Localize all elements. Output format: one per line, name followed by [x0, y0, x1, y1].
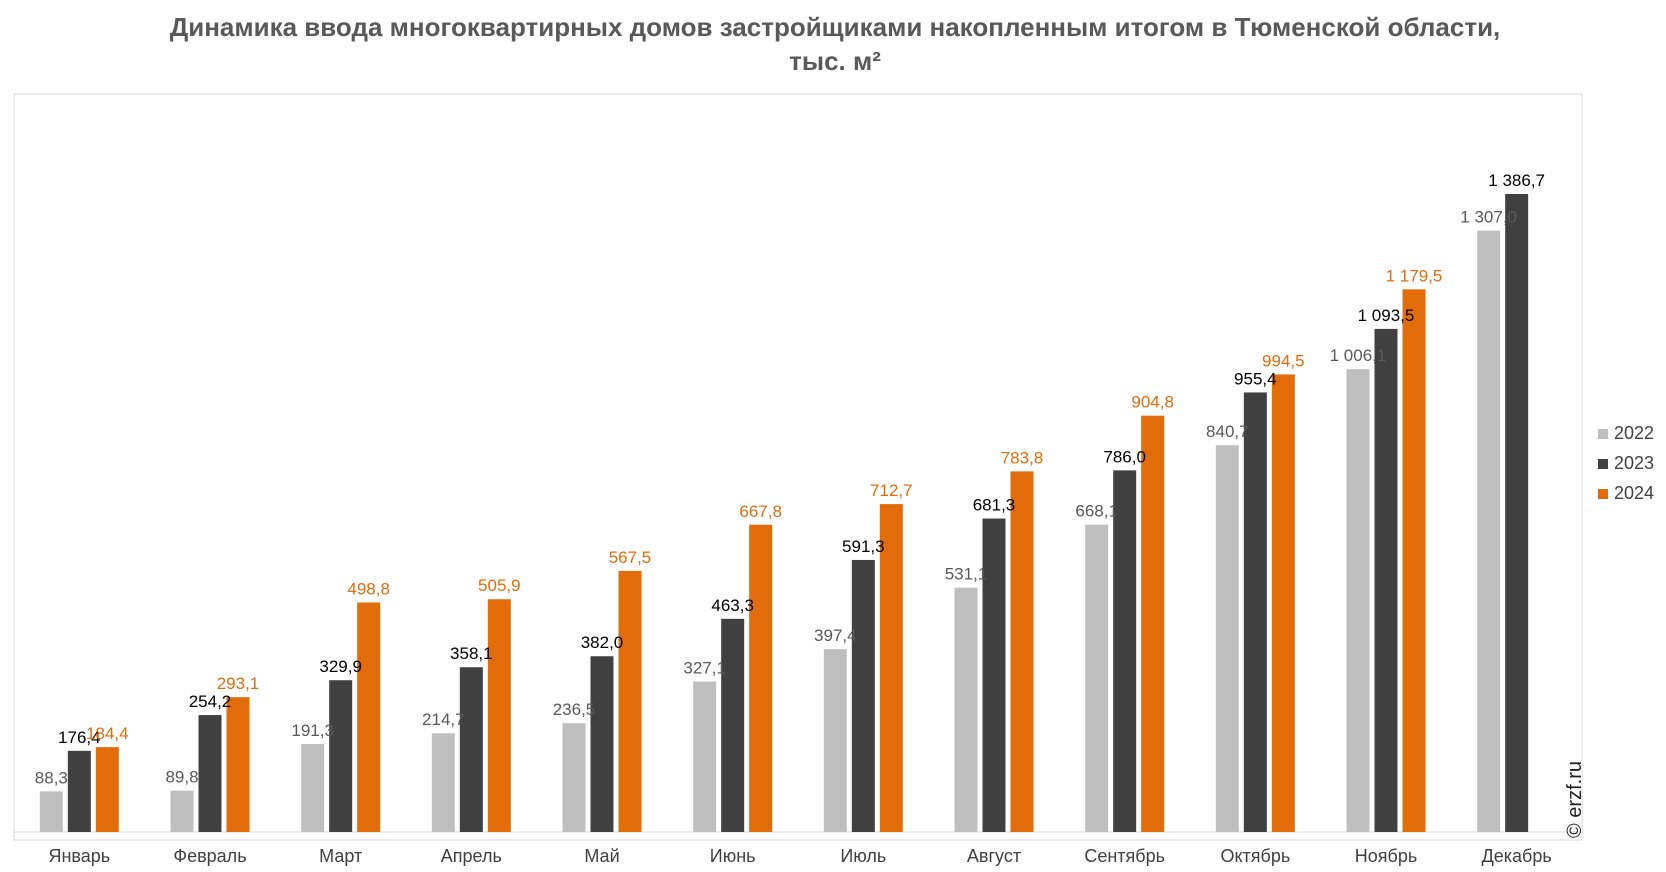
bar [170, 790, 194, 832]
data-label: 1 006,1 [1330, 346, 1387, 365]
data-label: 591,3 [842, 537, 885, 556]
data-label: 89,8 [165, 768, 198, 787]
bar [198, 715, 222, 832]
data-label: 505,9 [478, 576, 521, 595]
data-label: 191,3 [291, 721, 334, 740]
plot-area-border [13, 93, 1583, 841]
x-tick-label: Октябрь [1220, 846, 1290, 866]
data-label: 840,7 [1206, 422, 1249, 441]
bar [1010, 471, 1034, 832]
bar [721, 618, 745, 832]
data-label: 236,5 [553, 700, 596, 719]
data-label: 327,1 [683, 659, 726, 678]
bar [226, 697, 250, 832]
x-tick-label: Январь [48, 846, 110, 866]
x-tick-label: Май [584, 846, 619, 866]
watermark-text: © erzf.ru [1564, 761, 1586, 838]
bar [982, 518, 1006, 832]
legend-label: 2022 [1614, 423, 1654, 443]
x-tick-label: Ноябрь [1355, 846, 1417, 866]
x-tick-label: Март [319, 846, 362, 866]
data-label: 214,7 [422, 710, 465, 729]
legend: 2022 2023 2024 [1598, 423, 1654, 503]
bar [879, 504, 903, 832]
data-label: 1 307,0 [1460, 208, 1517, 227]
bar [459, 667, 483, 832]
data-label: 531,1 [945, 565, 988, 584]
bar [301, 743, 325, 832]
bar [1402, 289, 1426, 833]
chart-title: Динамика ввода многоквартирных домов зас… [169, 12, 1501, 76]
data-label: 184,4 [86, 724, 129, 743]
data-label: 667,8 [739, 502, 782, 521]
bar [431, 733, 455, 832]
bar [693, 681, 717, 832]
data-label: 1 093,5 [1358, 306, 1415, 325]
bar [1215, 445, 1239, 832]
bar [618, 570, 642, 832]
bar [1505, 194, 1529, 832]
data-label: 498,8 [347, 580, 390, 599]
x-tick-label: Декабрь [1482, 846, 1552, 866]
bar [39, 791, 63, 832]
legend-label: 2024 [1614, 483, 1654, 503]
bar [590, 656, 614, 832]
data-label: 358,1 [450, 644, 493, 663]
x-tick-labels-group: Январь Февраль Март Апрель Май Июнь Июль Август… [48, 846, 1551, 866]
bar [1141, 415, 1165, 832]
bar [95, 747, 119, 832]
data-label: 329,9 [319, 657, 362, 676]
data-label: 786,0 [1103, 447, 1146, 466]
bar [1243, 392, 1267, 832]
bar [357, 602, 381, 832]
bar [1085, 524, 1109, 832]
data-label: 254,2 [189, 692, 232, 711]
data-label: 681,3 [973, 496, 1016, 515]
bar [823, 649, 847, 832]
legend-swatch [1598, 459, 1608, 469]
data-label: 712,7 [870, 481, 913, 500]
x-tick-label: Сентябрь [1084, 846, 1165, 866]
legend-swatch [1598, 489, 1608, 499]
data-label: 176,4 [58, 728, 101, 747]
data-label: 88,3 [35, 768, 68, 787]
bar [67, 750, 91, 832]
bar [954, 587, 978, 832]
data-label: 994,5 [1262, 351, 1305, 370]
data-label: 668,1 [1075, 502, 1118, 521]
legend-label: 2023 [1614, 453, 1654, 473]
data-label: 955,4 [1234, 369, 1277, 388]
data-label: 1 179,5 [1386, 266, 1443, 285]
bar [562, 723, 586, 832]
data-label: 382,0 [581, 633, 624, 652]
x-tick-label: Август [967, 846, 1021, 866]
x-tick-label: Февраль [173, 846, 246, 866]
data-label: 463,3 [711, 596, 754, 615]
x-tick-label: Июль [840, 846, 886, 866]
bar [749, 524, 773, 832]
bar [1346, 369, 1370, 832]
bar [487, 599, 511, 832]
data-label: 783,8 [1001, 448, 1044, 467]
data-label: 293,1 [217, 674, 260, 693]
bar [851, 559, 875, 832]
bar [1271, 374, 1295, 832]
bar [329, 680, 353, 832]
bar [1477, 230, 1501, 833]
x-tick-label: Апрель [441, 846, 502, 866]
x-tick-label: Июнь [710, 846, 756, 866]
data-label: 397,4 [814, 626, 857, 645]
bar [1374, 328, 1398, 832]
bars-group [39, 194, 1529, 833]
data-label: 904,8 [1131, 393, 1174, 412]
data-label: 567,5 [609, 548, 652, 567]
legend-swatch [1598, 429, 1608, 439]
bar [1113, 470, 1137, 832]
data-label: 1 386,7 [1488, 171, 1545, 190]
